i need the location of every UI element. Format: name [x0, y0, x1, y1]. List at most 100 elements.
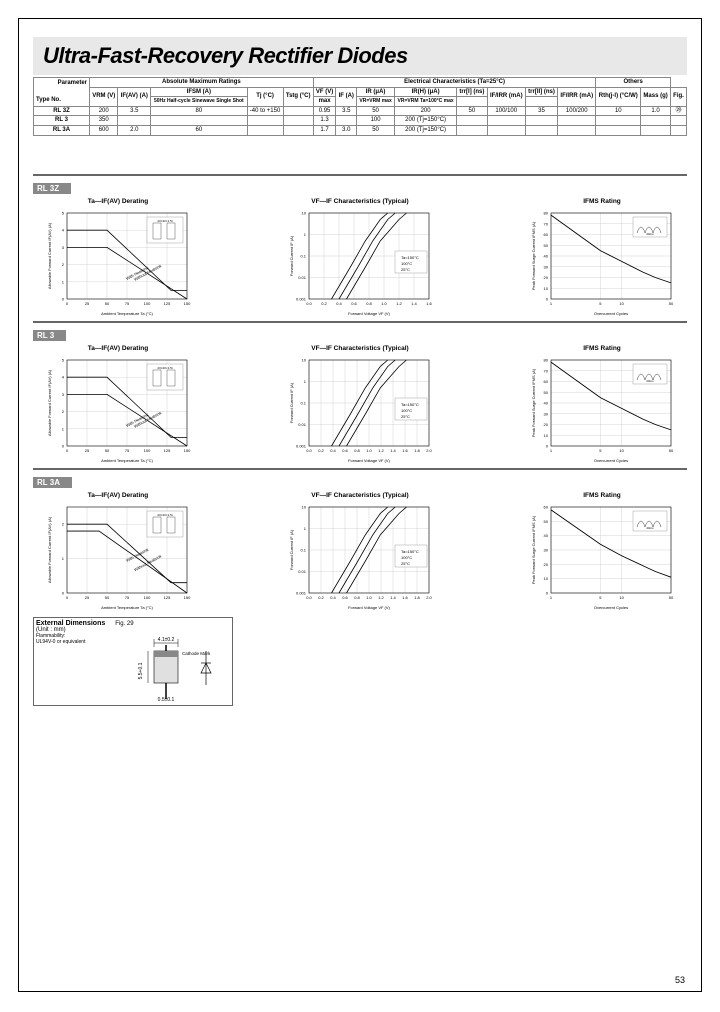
svg-text:5: 5	[62, 357, 65, 362]
svg-text:50: 50	[544, 242, 549, 247]
svg-text:3: 3	[62, 244, 65, 249]
svg-text:1.0: 1.0	[381, 301, 387, 306]
svg-text:1.8: 1.8	[414, 595, 420, 600]
svg-text:30: 30	[544, 547, 549, 552]
svg-text:1.8: 1.8	[414, 448, 420, 453]
svg-text:0: 0	[66, 595, 69, 600]
svg-text:0.0: 0.0	[306, 448, 312, 453]
svg-text:10: 10	[544, 285, 549, 290]
svg-text:1: 1	[550, 301, 553, 306]
chart-title: VF—IF Characteristics (Typical)	[275, 345, 445, 352]
device-label: RL 3A	[33, 477, 72, 488]
svg-text:1: 1	[304, 526, 307, 531]
svg-text:125: 125	[164, 448, 171, 453]
device-label: RL 3Z	[33, 183, 71, 194]
svg-text:0.8: 0.8	[354, 448, 360, 453]
svg-text:Ambient Temperature Ta (°C): Ambient Temperature Ta (°C)	[101, 605, 153, 610]
dimension-drawing: 4.1±0.2 Cathode Mark 5.5+0.1 0.5±0.1	[98, 633, 228, 703]
svg-text:1: 1	[62, 279, 65, 284]
device-section: RL 3A Ta—IF(AV) Derating 025507510012515…	[33, 468, 687, 611]
svg-text:150: 150	[184, 301, 191, 306]
svg-text:Ambient Temperature Ta (°C): Ambient Temperature Ta (°C)	[101, 458, 153, 463]
svg-text:1: 1	[550, 595, 553, 600]
svg-text:1: 1	[304, 232, 307, 237]
svg-text:0.8: 0.8	[366, 301, 372, 306]
svg-text:0: 0	[66, 301, 69, 306]
chart-title: VF—IF Characteristics (Typical)	[275, 492, 445, 499]
svg-text:5: 5	[599, 448, 602, 453]
svg-text:Allowable Forward Current IF(A: Allowable Forward Current IF(AV) (A)	[47, 369, 52, 436]
svg-text:10: 10	[302, 504, 307, 509]
svg-text:1: 1	[62, 426, 65, 431]
page-number: 53	[675, 975, 685, 985]
svg-text:20: 20	[544, 275, 549, 280]
svg-text:0: 0	[66, 448, 69, 453]
svg-text:2: 2	[62, 409, 65, 414]
svg-text:50: 50	[544, 389, 549, 394]
svg-text:1: 1	[304, 379, 307, 384]
svg-text:50: 50	[669, 595, 674, 600]
svg-text:0: 0	[546, 296, 549, 301]
svg-text:4: 4	[62, 374, 65, 379]
vf-if-chart: 0.00.20.40.60.81.01.21.41.60.0010.010.11…	[285, 207, 435, 317]
svg-text:25: 25	[85, 301, 90, 306]
svg-text:0: 0	[62, 590, 65, 595]
svg-text:20ms: 20ms	[646, 379, 654, 383]
svg-text:10: 10	[302, 357, 307, 362]
svg-text:Cathode Mark: Cathode Mark	[182, 651, 211, 656]
table-row: RL 3A6002.0601.73.050200 (Tj=150°C)	[34, 125, 687, 135]
svg-text:Forward Current IF (A): Forward Current IF (A)	[289, 529, 294, 570]
svg-text:20: 20	[544, 561, 549, 566]
svg-text:0.01: 0.01	[298, 422, 307, 427]
svg-text:1.4: 1.4	[390, 595, 396, 600]
svg-text:10: 10	[544, 432, 549, 437]
svg-text:50: 50	[669, 448, 674, 453]
svg-text:125: 125	[164, 595, 171, 600]
svg-text:125: 125	[164, 301, 171, 306]
ifms-chart: 15105001020304050607080 20ms Peak Forwar…	[527, 354, 677, 464]
svg-text:0.1: 0.1	[300, 253, 306, 258]
svg-text:80: 80	[544, 357, 549, 362]
svg-text:50: 50	[105, 448, 110, 453]
derating-chart: 0255075100125150012345 With Heatsink Wit…	[43, 354, 193, 464]
device-section: RL 3 Ta—IF(AV) Derating 0255075100125150…	[33, 321, 687, 464]
svg-text:Forward Voltage VF (V): Forward Voltage VF (V)	[348, 605, 390, 610]
chart-title: VF—IF Characteristics (Typical)	[275, 198, 445, 205]
chart-title: IFMS Rating	[517, 198, 687, 205]
svg-text:50: 50	[669, 301, 674, 306]
svg-text:0.0: 0.0	[306, 595, 312, 600]
svg-text:60: 60	[544, 232, 549, 237]
svg-text:Ta=150°C: Ta=150°C	[401, 255, 419, 260]
svg-text:1: 1	[62, 556, 65, 561]
svg-text:50: 50	[105, 595, 110, 600]
svg-text:0.5±0.1: 0.5±0.1	[158, 697, 175, 703]
svg-text:20×20×1.5t: 20×20×1.5t	[157, 219, 172, 223]
page-title: Ultra-Fast-Recovery Rectifier Diodes	[33, 37, 687, 75]
svg-text:30: 30	[544, 411, 549, 416]
svg-text:100°C: 100°C	[401, 261, 412, 266]
device-label: RL 3	[33, 330, 66, 341]
svg-text:60: 60	[544, 504, 549, 509]
svg-text:0: 0	[62, 296, 65, 301]
svg-text:25: 25	[85, 448, 90, 453]
svg-text:Forward Voltage VF (V): Forward Voltage VF (V)	[348, 311, 390, 316]
svg-text:0.4: 0.4	[336, 301, 342, 306]
svg-text:1.4: 1.4	[411, 301, 417, 306]
svg-text:Forward Current IF (A): Forward Current IF (A)	[289, 382, 294, 423]
svg-text:1.6: 1.6	[402, 595, 408, 600]
svg-text:25°C: 25°C	[401, 561, 410, 566]
svg-text:Forward Voltage VF (V): Forward Voltage VF (V)	[348, 458, 390, 463]
svg-text:150: 150	[184, 595, 191, 600]
svg-text:10: 10	[619, 448, 624, 453]
svg-text:Overcurrent Cycles: Overcurrent Cycles	[594, 605, 628, 610]
svg-text:0.001: 0.001	[296, 296, 307, 301]
svg-text:4: 4	[62, 227, 65, 232]
svg-text:50: 50	[544, 518, 549, 523]
svg-text:50: 50	[105, 301, 110, 306]
svg-text:0: 0	[546, 590, 549, 595]
svg-text:70: 70	[544, 221, 549, 226]
svg-text:30: 30	[544, 264, 549, 269]
svg-text:10: 10	[544, 576, 549, 581]
svg-text:0.4: 0.4	[330, 595, 336, 600]
chart-title: IFMS Rating	[517, 492, 687, 499]
